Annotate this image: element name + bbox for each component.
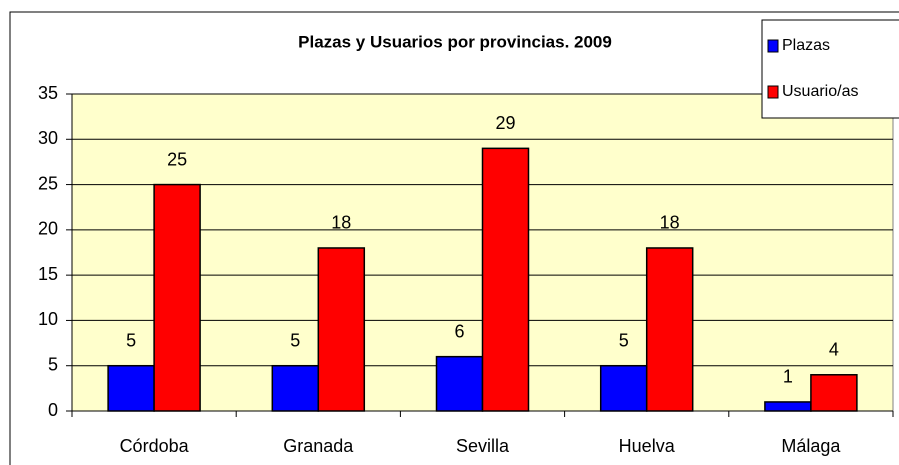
data-label: 6 [454, 321, 464, 341]
bar [271, 364, 320, 412]
data-label: 29 [495, 113, 515, 133]
x-tick-label: Málaga [781, 436, 841, 456]
y-tick-label: 15 [38, 264, 58, 284]
bar [435, 355, 484, 412]
bar [153, 183, 201, 412]
data-label: 4 [829, 340, 839, 360]
data-label: 18 [331, 213, 351, 233]
bar [481, 147, 530, 412]
y-tick-label: 25 [38, 173, 58, 193]
legend-swatch [767, 85, 779, 99]
bar [810, 374, 858, 412]
bar [764, 401, 812, 412]
bar [599, 364, 648, 412]
bar [645, 247, 694, 412]
x-tick-label: Huelva [619, 436, 676, 456]
chart-title: Plazas y Usuarios por provincias. 2009 [298, 32, 612, 51]
y-tick-label: 5 [48, 354, 58, 374]
data-label: 1 [783, 367, 793, 387]
bar [107, 364, 155, 412]
y-tick-label: 35 [38, 83, 58, 103]
data-label: 5 [290, 330, 300, 350]
y-tick-label: 10 [38, 309, 58, 329]
legend-swatch [767, 39, 779, 53]
y-tick-label: 30 [38, 128, 58, 148]
legend-label: Plazas [782, 37, 830, 54]
legend-box [761, 19, 899, 119]
bar [317, 247, 366, 412]
y-tick-label: 0 [48, 400, 58, 420]
data-label: 25 [167, 149, 187, 169]
x-tick-label: Granada [283, 436, 354, 456]
x-tick-label: Sevilla [456, 436, 510, 456]
legend-label: Usuario/as [782, 83, 858, 100]
data-label: 5 [126, 330, 136, 350]
x-tick-label: Córdoba [120, 436, 190, 456]
data-label: 5 [619, 330, 629, 350]
y-tick-label: 20 [38, 219, 58, 239]
data-label: 18 [660, 213, 680, 233]
